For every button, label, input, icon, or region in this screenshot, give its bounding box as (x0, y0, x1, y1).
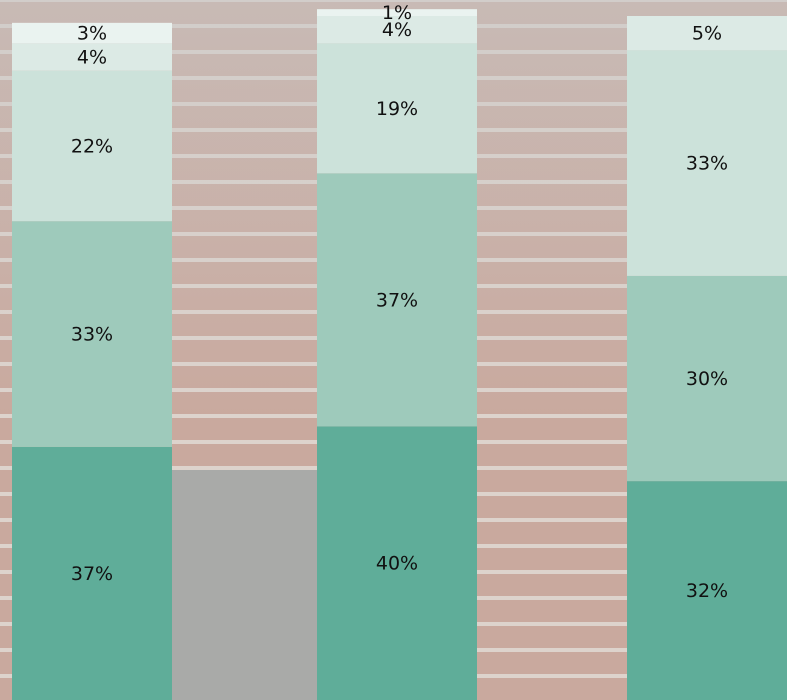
value-label: 5% (692, 23, 722, 45)
value-label: 1% (382, 2, 412, 24)
chart: 37%33%22%4%3%40%37%19%4%1%32%30%33%5% (0, 0, 787, 700)
value-label: 4% (77, 47, 107, 69)
value-label: 19% (376, 98, 418, 120)
value-label: 3% (77, 23, 107, 45)
value-label: 22% (71, 135, 113, 157)
page: {"chart_data": {"type": "bar", "stacked"… (0, 0, 787, 700)
value-label: 37% (71, 563, 113, 585)
value-label: 32% (686, 580, 728, 602)
value-label: 30% (686, 368, 728, 390)
value-label: 33% (686, 153, 728, 175)
value-label: 37% (376, 289, 418, 311)
value-label: 40% (376, 553, 418, 575)
value-label: 33% (71, 324, 113, 346)
